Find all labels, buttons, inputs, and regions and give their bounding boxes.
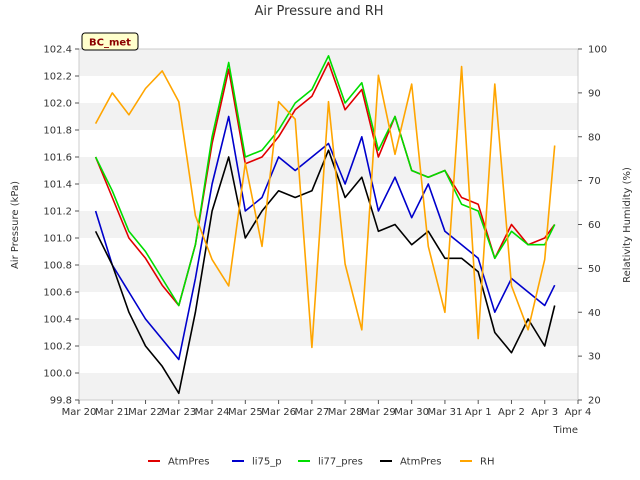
grid-band [79,211,578,238]
series-line-atmpres [94,149,556,395]
y-tick-label: 102.4 [43,45,72,56]
x-tick-label: Mar 25 [228,407,263,418]
y-axis-right: 20 30 40 50 60 70 80 90 100 [578,45,607,407]
grid-band [79,346,578,373]
x-tick-label: Mar 20 [62,407,97,418]
legend-label-li75-p: li75_p [252,457,282,468]
y2-tick-label: 60 [588,220,601,231]
y2-tick-label: 100 [588,45,607,56]
y2-tick-label: 40 [588,308,601,319]
x-tick-label: Apr 2 [498,407,525,418]
x-tick-label: Mar 26 [261,407,296,418]
grid-band [79,184,578,211]
y-tick-label: 101.2 [43,207,72,218]
y-tick-label: 99.8 [50,396,72,407]
x-tick-label: Mar 29 [361,407,396,418]
y-tick-label: 102.2 [43,72,72,83]
legend: AtmPres li75_p li77_pres AtmPres RH [148,457,494,468]
series-line-atmpres [94,61,556,307]
y-tick-label: 100.4 [43,315,72,326]
y-tick-label: 100.2 [43,342,72,353]
x-tick-label: Apr 1 [465,407,492,418]
y-tick-label: 101.0 [43,234,72,245]
y2-tick-label: 80 [588,132,601,143]
y2-tick-label: 90 [588,88,601,99]
y2-tick-label: 50 [588,264,601,275]
y2-tick-label: 70 [588,176,601,187]
x-tick-label: Apr 3 [531,407,558,418]
y-tick-label: 101.6 [43,153,72,164]
y-axis-left: 99.8 100.0 100.2 100.4 100.6 100.8 101.0 101.2 1… [43,45,79,407]
grid-band [79,238,578,265]
legend-label-atmpres: AtmPres [400,457,441,468]
site-badge: BC_met [81,32,139,51]
y-tick-label: 100.6 [43,288,72,299]
x-tick-label: Apr 4 [565,407,592,418]
x-tick-label: Mar 23 [161,407,196,418]
x-tick-label: Mar 22 [128,407,163,418]
grid-band [79,265,578,292]
y2-tick-label: 20 [588,396,601,407]
legend-label-li77-pres: li77_pres [318,457,363,468]
site-badge-label: BC_met [89,38,131,49]
x-tick-label: Mar 24 [195,407,230,418]
grid-band [79,373,578,400]
y-tick-label: 101.8 [43,126,72,137]
y2-axis-title: Relativity Humidity (%) [622,167,633,283]
legend-label-atmpres: AtmPres [168,457,209,468]
x-tick-label: Mar 31 [428,407,463,418]
series-line-rh [94,65,556,349]
grid-band [79,157,578,184]
series-lines [94,54,556,395]
y-axis-title: Air Pressure (kPa) [10,181,21,269]
y-tick-label: 101.4 [43,180,72,191]
chart-title: Air Pressure and RH [254,4,383,19]
legend-label-rh: RH [480,457,494,468]
x-tick-label: Mar 28 [328,407,363,418]
x-tick-label: Mar 27 [294,407,329,418]
y-tick-label: 100.0 [43,369,72,380]
y-tick-label: 102.0 [43,99,72,110]
series-line-li75-p [94,115,556,361]
x-tick-label: Mar 30 [394,407,429,418]
x-axis-title: Time [553,425,578,436]
series-line-li77-pres [94,54,556,307]
y2-tick-label: 30 [588,352,601,363]
y-tick-label: 100.8 [43,261,72,272]
grid-band [79,292,578,319]
x-tick-label: Mar 21 [95,407,130,418]
